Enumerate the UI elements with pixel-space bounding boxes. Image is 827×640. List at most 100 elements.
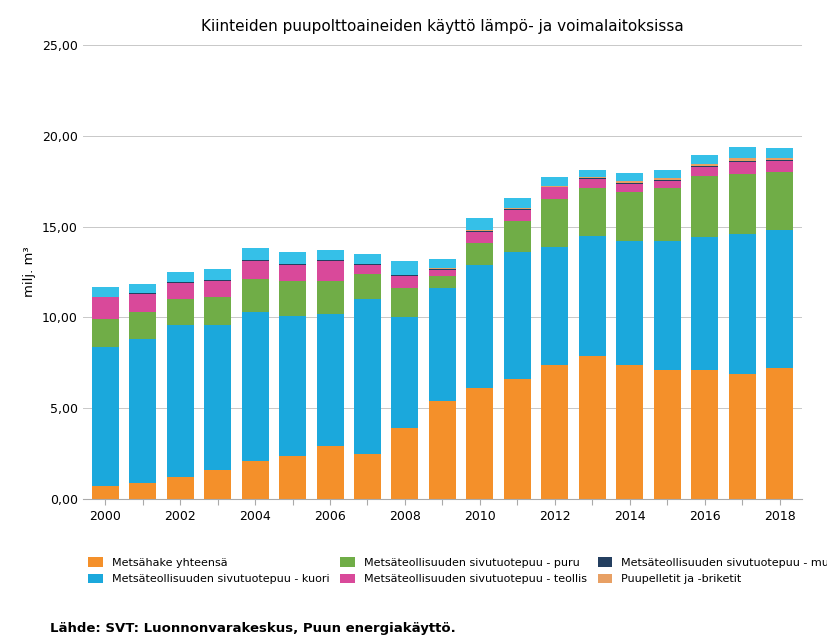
Bar [241, 461, 269, 499]
Bar [691, 164, 718, 166]
Bar [579, 188, 606, 236]
Bar [504, 380, 531, 499]
Bar [317, 281, 343, 314]
Bar [466, 265, 494, 388]
Bar [241, 261, 269, 279]
Bar [654, 370, 681, 499]
Bar [654, 241, 681, 370]
Bar [317, 447, 343, 499]
Bar [616, 183, 643, 184]
Bar [616, 181, 643, 183]
Bar [616, 173, 643, 181]
Bar [279, 281, 306, 316]
Bar [466, 388, 494, 499]
Bar [654, 181, 681, 188]
Bar [729, 162, 756, 174]
Bar [542, 177, 568, 186]
Bar [466, 230, 494, 231]
Bar [729, 158, 756, 161]
Bar [166, 477, 194, 499]
Bar [166, 282, 194, 283]
Bar [691, 155, 718, 164]
Bar [92, 319, 119, 346]
Bar [466, 218, 494, 230]
Bar [579, 177, 606, 179]
Bar [354, 264, 381, 265]
Bar [204, 269, 231, 280]
Bar [429, 401, 456, 499]
Bar [92, 346, 119, 486]
Bar [166, 300, 194, 324]
Bar [542, 365, 568, 499]
Bar [166, 324, 194, 477]
Y-axis label: milj. m³: milj. m³ [23, 246, 36, 298]
Bar [241, 279, 269, 312]
Bar [317, 250, 343, 260]
Bar [166, 272, 194, 282]
Bar [391, 289, 418, 317]
Bar [391, 276, 418, 289]
Bar [579, 356, 606, 499]
Bar [616, 365, 643, 499]
Bar [542, 199, 568, 246]
Bar [391, 317, 418, 428]
Bar [766, 369, 793, 499]
Bar [466, 232, 494, 243]
Bar [504, 210, 531, 221]
Bar [279, 456, 306, 499]
Bar [579, 179, 606, 188]
Bar [92, 296, 119, 298]
Bar [466, 231, 494, 232]
Bar [542, 186, 568, 187]
Bar [542, 246, 568, 365]
Bar [542, 187, 568, 188]
Bar [766, 148, 793, 158]
Bar [279, 252, 306, 264]
Bar [429, 276, 456, 289]
Title: Kiinteiden puupolttoaineiden käyttö lämpö- ja voimalaitoksissa: Kiinteiden puupolttoaineiden käyttö lämp… [201, 19, 684, 34]
Bar [729, 234, 756, 374]
Bar [429, 270, 456, 276]
Bar [729, 174, 756, 234]
Bar [92, 486, 119, 499]
Bar [766, 160, 793, 161]
Bar [241, 312, 269, 461]
Bar [129, 483, 156, 499]
Bar [204, 470, 231, 499]
Bar [616, 241, 643, 365]
Bar [504, 209, 531, 210]
Bar [504, 221, 531, 252]
Bar [129, 284, 156, 293]
Bar [204, 280, 231, 281]
Bar [241, 260, 269, 261]
Bar [354, 254, 381, 264]
Bar [616, 192, 643, 241]
Bar [691, 175, 718, 237]
Bar [317, 314, 343, 447]
Bar [766, 161, 793, 172]
Bar [691, 237, 718, 370]
Bar [542, 188, 568, 199]
Bar [504, 252, 531, 380]
Bar [129, 312, 156, 339]
Bar [391, 428, 418, 499]
Bar [317, 261, 343, 281]
Bar [391, 261, 418, 275]
Bar [654, 188, 681, 241]
Bar [279, 316, 306, 456]
Bar [317, 260, 343, 261]
Bar [204, 324, 231, 470]
Bar [766, 172, 793, 230]
Bar [579, 236, 606, 356]
Bar [241, 248, 269, 260]
Bar [354, 454, 381, 499]
Bar [654, 179, 681, 180]
Bar [691, 370, 718, 499]
Bar [429, 268, 456, 269]
Bar [204, 298, 231, 324]
Bar [204, 281, 231, 298]
Bar [129, 293, 156, 294]
Bar [166, 283, 194, 300]
Legend: Metsähake yhteensä, Metsäteollisuuden sivutuotepuu - kuori, Metsäteollisuuden si: Metsähake yhteensä, Metsäteollisuuden si… [88, 557, 827, 584]
Bar [354, 300, 381, 454]
